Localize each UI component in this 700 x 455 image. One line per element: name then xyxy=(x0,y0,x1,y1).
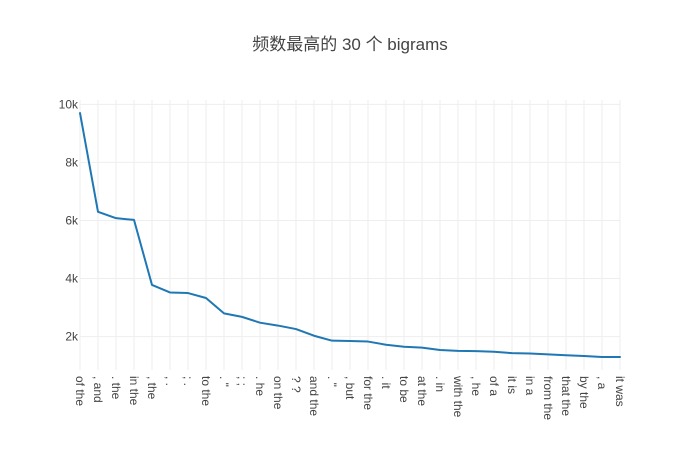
y-tick-label: 10k xyxy=(59,97,79,111)
y-tick-label: 2k xyxy=(65,330,79,344)
x-tick-label: it is xyxy=(505,376,519,394)
data-point xyxy=(456,349,460,353)
data-point xyxy=(132,218,136,222)
data-point xyxy=(96,210,100,214)
data-point xyxy=(348,339,352,343)
data-point xyxy=(600,355,604,359)
x-tick-label: . it xyxy=(379,376,393,389)
x-tick-label: . in xyxy=(433,376,447,392)
x-tick-label: . " xyxy=(325,376,339,387)
data-point xyxy=(618,355,622,359)
y-tick-label: 6k xyxy=(65,213,79,227)
x-tick-label: , but xyxy=(343,376,357,400)
data-point xyxy=(366,340,370,344)
x-tick-label: of the xyxy=(73,376,87,406)
data-point xyxy=(258,321,262,325)
data-point xyxy=(150,283,154,287)
data-point xyxy=(474,349,478,353)
series-layer xyxy=(78,111,622,359)
data-point xyxy=(492,350,496,354)
x-tick-label: to be xyxy=(397,376,411,403)
x-tick-label: . the xyxy=(109,376,123,400)
data-point xyxy=(276,324,280,328)
data-point xyxy=(564,353,568,357)
x-tick-label: that the xyxy=(559,376,573,416)
data-point xyxy=(78,111,82,115)
data-point xyxy=(528,351,532,355)
x-tick-label: for the xyxy=(361,376,375,410)
x-tick-label: on the xyxy=(271,376,285,410)
x-tick-label: , a xyxy=(595,376,609,390)
x-tick-label: in a xyxy=(523,376,537,396)
data-point xyxy=(204,296,208,300)
x-tick-label: , . xyxy=(163,376,177,386)
data-point xyxy=(186,291,190,295)
x-tick-label: from the xyxy=(541,376,555,420)
x-tick-label: , and xyxy=(91,376,105,403)
x-tick-label: of a xyxy=(487,376,501,396)
x-tick-label: and the xyxy=(307,376,321,416)
data-point xyxy=(330,339,334,343)
series-line xyxy=(79,112,621,358)
data-point xyxy=(438,348,442,352)
data-point xyxy=(582,354,586,358)
x-tick-label: at the xyxy=(415,376,429,406)
x-tick-label: to the xyxy=(199,376,213,406)
data-point xyxy=(312,334,316,338)
x-tick-label: . he xyxy=(253,376,267,396)
x-tick-label: ; ; xyxy=(235,376,249,386)
chart-title: 频数最高的 30 个 bigrams xyxy=(252,35,448,54)
data-point xyxy=(402,345,406,349)
x-tick-label: in the xyxy=(127,376,141,406)
x-tick-label: by the xyxy=(577,376,591,409)
y-axis-ticks: 2k 4k 6k 8k 10k xyxy=(59,97,79,343)
x-tick-label: ? ? xyxy=(289,376,303,393)
y-tick-label: 4k xyxy=(65,272,79,286)
data-point xyxy=(384,343,388,347)
data-point xyxy=(114,216,118,220)
data-point xyxy=(222,311,226,315)
data-point xyxy=(546,352,550,356)
y-tick-label: 8k xyxy=(65,155,79,169)
x-tick-label: it was xyxy=(613,376,627,407)
data-point xyxy=(510,351,514,355)
data-point xyxy=(420,346,424,350)
x-tick-label: with the xyxy=(451,375,465,418)
x-tick-label: , the xyxy=(145,376,159,400)
x-tick-label: ; . xyxy=(181,376,195,386)
data-point xyxy=(168,290,172,294)
x-tick-label: . " xyxy=(217,376,231,387)
grid xyxy=(79,100,621,370)
data-point xyxy=(294,327,298,331)
x-tick-label: , he xyxy=(469,376,483,396)
data-point xyxy=(240,315,244,319)
x-axis-ticks: of the , and . the in the , the , . ; . to the.… xyxy=(73,375,627,420)
